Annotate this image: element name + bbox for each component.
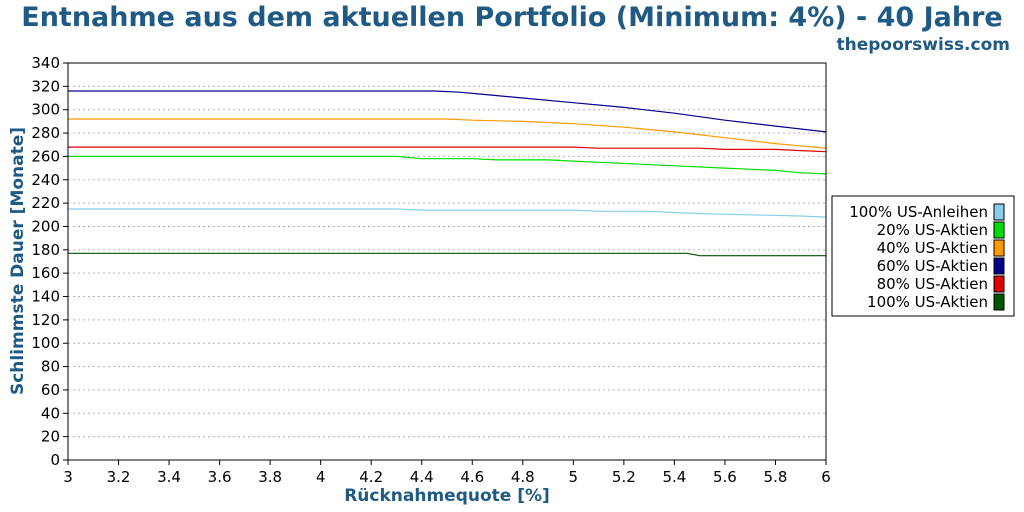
y-tick-label: 200 [31,217,60,235]
x-tick-label: 4.2 [359,468,383,486]
x-axis-ticks: 3 3.2 3.4 3.6 3.8 4 4.2 4.4 4.6 4.8 5 5.2 5.4 5.6 5.8 6 [63,460,831,486]
y-tick-label: 340 [31,54,60,72]
x-tick-label: 4.6 [460,468,484,486]
y-tick-label: 60 [41,381,60,399]
chart-title: Entnahme aus dem aktuellen Portfolio (Mi… [21,2,1002,33]
y-tick-label: 320 [31,77,60,95]
legend-swatch [993,257,1005,275]
y-tick-label: 220 [31,194,60,212]
y-axis-label: Schlimmste Dauer [Monate] [8,127,28,395]
plot-frame [67,62,827,461]
y-tick-label: 120 [31,311,60,329]
y-tick-label: 80 [41,358,60,376]
y-tick-label: 240 [31,171,60,189]
y-tick-label: 300 [31,101,60,119]
series-line-5 [68,146,827,153]
y-tick-label: 20 [41,428,60,446]
x-tick-label: 3.8 [258,468,282,486]
legend-swatch [993,203,1005,221]
legend-label: 80% US-Aktien [877,275,988,293]
series-line-3 [68,118,827,149]
series-line-1 [68,208,827,218]
series-line-2 [68,155,827,175]
x-tick-label: 3.6 [208,468,232,486]
legend-box [831,195,1015,317]
y-tick-label: 140 [31,288,60,306]
legend-swatch [993,293,1005,311]
x-tick-label: 5.6 [713,468,737,486]
x-tick-label: 3.2 [107,468,131,486]
x-tick-label: 5.4 [662,468,686,486]
legend-label: 100% US-Aktien [867,293,988,311]
legend-swatch [993,275,1005,293]
legend-label: 40% US-Aktien [877,239,988,257]
y-tick-label: 160 [31,264,60,282]
grid-lines [68,85,826,438]
legend-label: 100% US-Anleihen [849,203,988,221]
series-line-4 [68,90,827,133]
x-tick-label: 4.4 [410,468,434,486]
legend-label: 60% US-Aktien [877,257,988,275]
x-tick-label: 4 [316,468,326,486]
x-tick-label: 6 [821,468,831,486]
y-tick-label: 100 [31,334,60,352]
y-tick-label: 180 [31,241,60,259]
legend-label: 20% US-Aktien [877,221,988,239]
x-tick-label: 4.8 [511,468,535,486]
x-tick-label: 5.8 [764,468,788,486]
chart-credit: thepoorswiss.com [837,35,1011,55]
x-tick-label: 5 [569,468,579,486]
x-tick-label: 3.4 [157,468,181,486]
x-tick-label: 3 [63,468,73,486]
series-line-6 [68,252,826,257]
legend-swatch [993,239,1005,257]
series-lines [68,90,827,257]
y-axis-ticks: 0 20 40 60 80 100 120 140 160 180 200 220 240 260 280 3… [31,54,68,469]
x-tick-label: 5.2 [612,468,636,486]
legend-swatch [993,221,1005,239]
y-tick-label: 40 [41,404,60,422]
y-tick-label: 0 [50,451,60,469]
y-tick-label: 260 [31,147,60,165]
x-axis-label: Rücknahmequote [%] [344,486,550,506]
y-tick-label: 280 [31,124,60,142]
